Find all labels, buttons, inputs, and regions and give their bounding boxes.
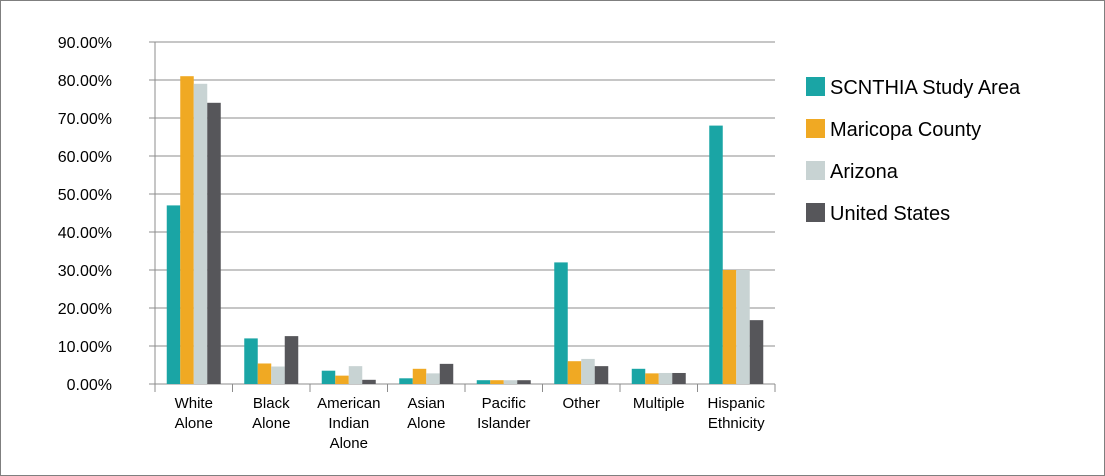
bar [554,262,568,384]
x-tick-label: Alone [330,435,368,452]
legend-swatch [806,77,825,96]
bar [476,380,491,384]
bar [348,366,363,384]
bar [257,363,272,384]
legend-label: Arizona [830,161,899,183]
y-tick-label: 90.00% [58,35,112,52]
bar [709,125,723,384]
legend-label: United States [830,203,950,225]
bar [399,378,413,384]
x-tick-label: Ethnicity [708,415,765,432]
bar [207,102,221,385]
bar [517,380,531,384]
y-tick-label: 60.00% [58,149,112,166]
x-tick-label: Pacific [482,395,527,412]
legend-label: SCNTHIA Study Area [830,77,1021,99]
bar [722,270,737,384]
bar [271,366,285,384]
x-tick-label: Alone [175,415,213,432]
bar [335,375,349,384]
y-tick-label: 30.00% [58,263,112,280]
bar [284,336,299,384]
bar [193,83,208,385]
y-tick-label: 10.00% [58,339,112,356]
legend-swatch [806,161,825,180]
x-tick-label: American [317,395,380,412]
y-tick-label: 40.00% [58,225,112,242]
x-tick-label: Indian [328,415,369,432]
bar [362,379,376,384]
legend-swatch [806,203,825,222]
bar [749,320,764,384]
bar [567,361,582,384]
bar [426,373,440,384]
bar [180,76,194,384]
bar [631,368,646,384]
bar [166,205,181,384]
y-tick-label: 80.00% [58,73,112,90]
x-tick-label: Other [562,395,600,412]
x-tick-label: Multiple [633,395,685,412]
bar [736,270,750,384]
x-tick-label: Alone [407,415,445,432]
y-tick-label: 0.00% [67,377,112,394]
legend-swatch [806,119,825,138]
bar [321,370,336,384]
bar [503,380,518,384]
bar [658,372,673,384]
legend-label: Maricopa County [830,119,981,141]
bar [412,368,427,384]
bar [645,373,659,384]
x-tick-label: White [175,395,213,412]
x-tick-label: Asian [407,395,445,412]
x-tick-label: Alone [252,415,290,432]
bar [439,363,454,384]
x-tick-label: Islander [477,415,530,432]
y-tick-label: 70.00% [58,111,112,128]
y-tick-label: 20.00% [58,301,112,318]
bar [672,372,686,384]
bar [490,380,504,384]
x-tick-label: Black [253,395,290,412]
bar [581,358,595,384]
bar [244,338,258,384]
x-tick-label: Hispanic [707,395,765,412]
y-tick-label: 50.00% [58,187,112,204]
bar [594,366,609,384]
